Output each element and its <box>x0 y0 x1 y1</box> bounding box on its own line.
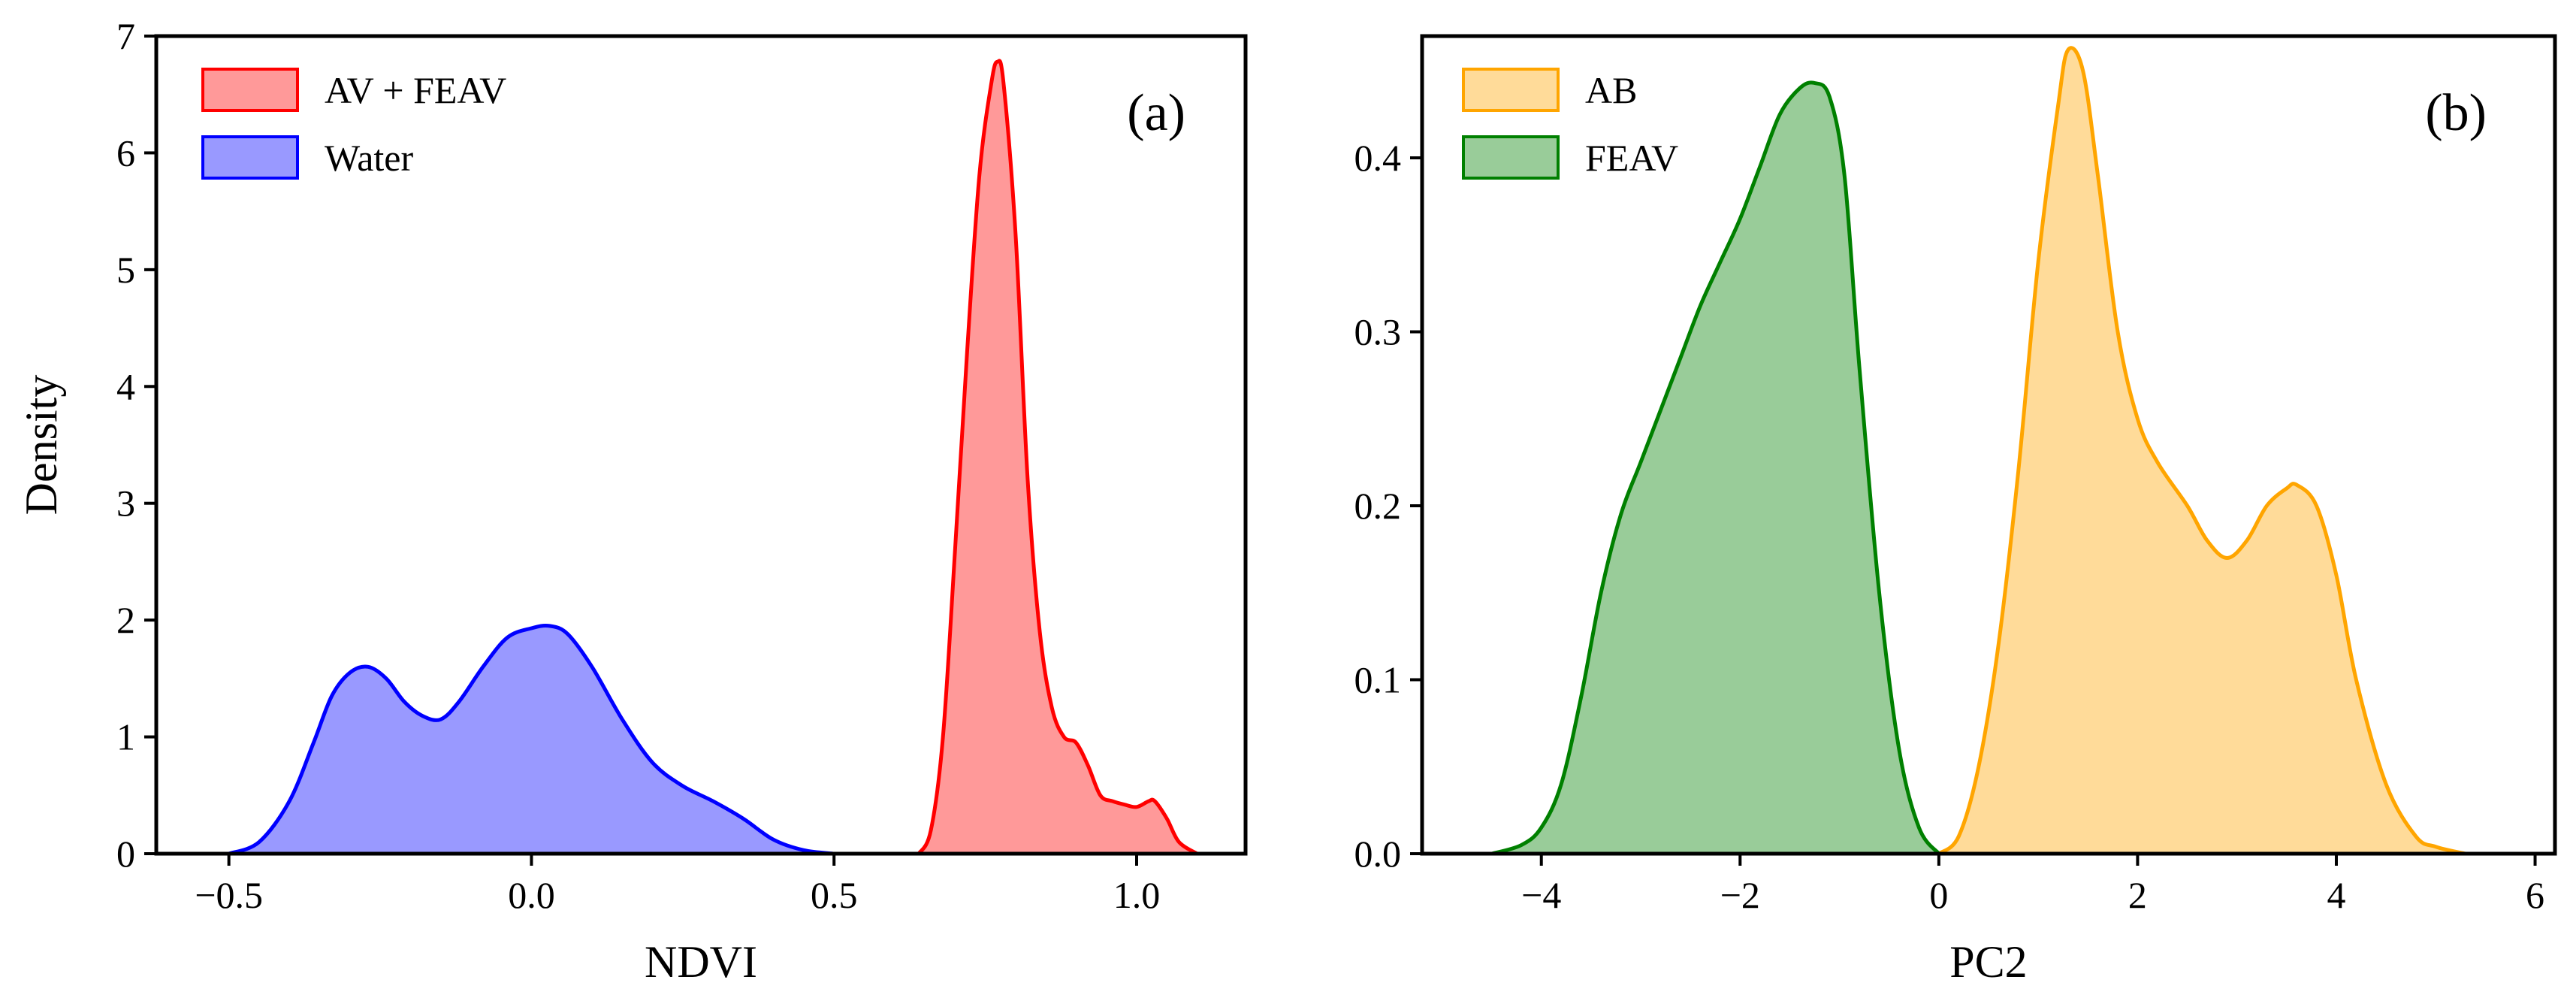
y-tick-label: 0.3 <box>1354 311 1402 353</box>
plot-frame-a <box>154 34 1248 856</box>
x-tick-label: 0 <box>1929 874 1948 916</box>
density-area-0-1 <box>228 625 835 854</box>
y-tick-label: 4 <box>116 365 135 407</box>
y-tick-label: 1 <box>116 716 135 758</box>
x-tick-label: 0.5 <box>811 874 858 916</box>
x-tick-label: −4 <box>1521 874 1561 916</box>
y-tick-label: 0.1 <box>1354 659 1402 701</box>
panel-label-a: (a) <box>1127 84 1185 142</box>
x-axis-label-a: NDVI <box>645 937 757 987</box>
density-area-1-0 <box>1938 47 2466 854</box>
density-line-1-1 <box>1490 80 1940 856</box>
legend-a: AV + FEAV Water <box>201 68 506 180</box>
y-tick-label: 7 <box>116 15 135 57</box>
density-area-0-0 <box>919 60 1197 854</box>
y-tick-label: 6 <box>116 132 135 174</box>
chart-panel-b: −4 −2 0 2 4 6 0.0 0.1 0.2 0.3 0.4 PC2 (b) AB FEAV <box>1354 34 2557 987</box>
legend-swatch-av-feav <box>201 68 299 112</box>
x-tick-label: 2 <box>2128 874 2147 916</box>
legend-label-ab: AB <box>1585 69 1637 111</box>
x-tick-label: 1.0 <box>1113 874 1161 916</box>
legend-swatch-water <box>201 135 299 180</box>
legend-label-av-feav: AV + FEAV <box>325 69 506 111</box>
plot-frame-b <box>1420 34 2557 856</box>
x-tick-label: 6 <box>2526 874 2544 916</box>
y-axis-label-a: Density <box>17 375 66 516</box>
legend-label-water: Water <box>325 137 413 179</box>
x-axis-label-b: PC2 <box>1949 937 2027 987</box>
y-tick-label: 0.4 <box>1354 137 1402 179</box>
y-tick-label: 0.0 <box>1354 833 1402 875</box>
y-tick-label: 0 <box>116 833 135 875</box>
x-tick-label: −0.5 <box>195 874 263 916</box>
y-tick-label: 2 <box>116 599 135 641</box>
y-tick-label: 0.2 <box>1354 485 1402 527</box>
x-tick-label: 0.0 <box>508 874 555 916</box>
legend-label-feav: FEAV <box>1585 137 1678 179</box>
legend-b: AB FEAV <box>1462 68 1678 180</box>
y-tick-label: 5 <box>116 249 135 291</box>
x-tick-label: 4 <box>2327 874 2345 916</box>
density-line-1-0 <box>1937 46 2466 856</box>
density-area-1-1 <box>1491 82 1939 854</box>
legend-swatch-ab <box>1462 68 1560 112</box>
density-line-0-0 <box>917 59 1198 856</box>
y-tick-label: 3 <box>116 482 135 525</box>
legend-swatch-feav <box>1462 135 1560 180</box>
density-line-0-1 <box>228 623 835 856</box>
x-tick-label: −2 <box>1720 874 1760 916</box>
panel-label-b: (b) <box>2425 84 2487 142</box>
